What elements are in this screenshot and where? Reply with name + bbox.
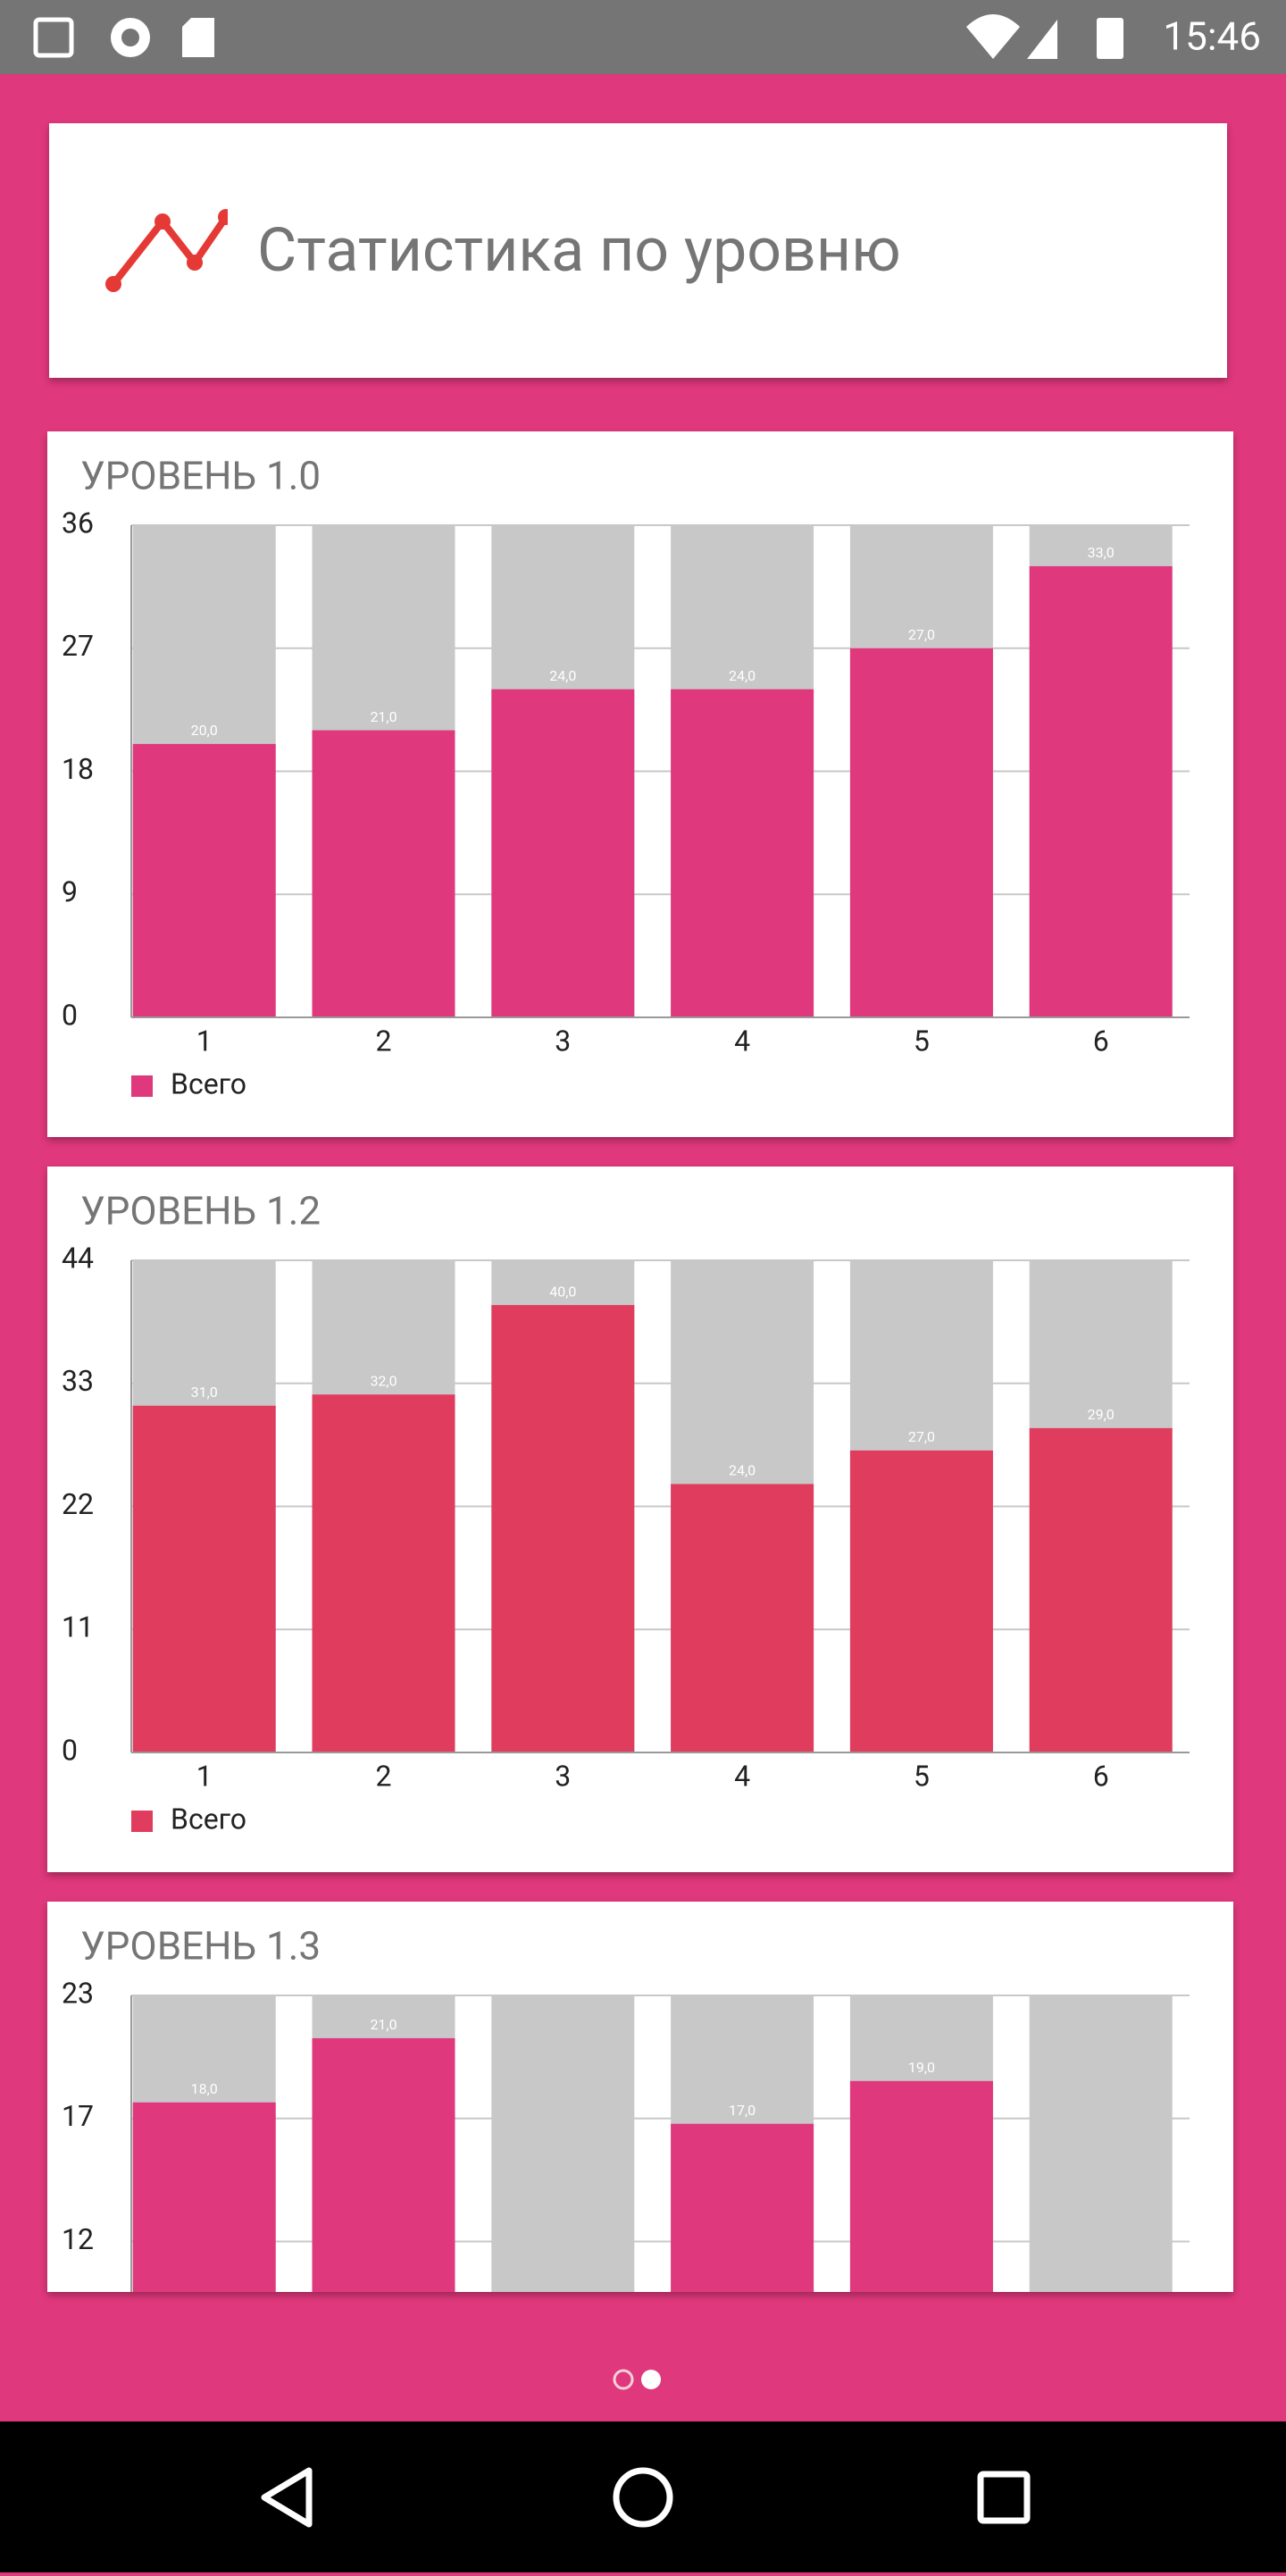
stats-icon-dot bbox=[105, 276, 121, 292]
stats-icon-dot bbox=[154, 213, 171, 230]
value-label: 18,0 bbox=[191, 2080, 218, 2097]
bar-background bbox=[1029, 1995, 1173, 2292]
x-tick-label: 1 bbox=[196, 1759, 213, 1793]
chart-card: УРОВЕНЬ 1.3 12 17 23 18,0 21,0 17,0 19,0 bbox=[47, 1902, 1233, 2292]
bar bbox=[312, 1394, 455, 1752]
value-label: 32,0 bbox=[370, 1372, 397, 1389]
y-tick-label: 22 bbox=[62, 1487, 94, 1521]
x-tick-label: 6 bbox=[1093, 1024, 1109, 1058]
status-icons: 15:46 bbox=[33, 13, 1261, 60]
chart-title: УРОВЕНЬ 1.2 bbox=[80, 1188, 321, 1234]
legend-swatch bbox=[131, 1075, 153, 1097]
header-card: Статистика по уровню bbox=[49, 123, 1227, 378]
page-indicator bbox=[613, 2369, 661, 2390]
bar bbox=[1029, 1427, 1173, 1752]
status-bar: 15:46 bbox=[0, 0, 1286, 74]
y-tick-label: 11 bbox=[62, 1610, 94, 1644]
stats-icon bbox=[105, 209, 228, 292]
value-label: 19,0 bbox=[908, 2059, 935, 2076]
wifi-icon bbox=[966, 14, 1020, 59]
bar bbox=[312, 730, 455, 1017]
bar bbox=[132, 2102, 276, 2292]
x-tick-label: 1 bbox=[196, 1024, 213, 1058]
chart: УРОВЕНЬ 1.0 0 9 18 27 36 1 20,0 2 21,0 3 24,0 4 24,0 5… bbox=[62, 453, 1190, 1100]
bar bbox=[849, 1450, 993, 1752]
bar-background bbox=[491, 1995, 635, 2292]
value-label: 24,0 bbox=[549, 667, 576, 684]
bar bbox=[491, 1305, 635, 1752]
chart: УРОВЕНЬ 1.3 12 17 23 18,0 21,0 17,0 19,0 bbox=[62, 1923, 1190, 2292]
record-icon-inner bbox=[121, 29, 139, 46]
notification-icon bbox=[33, 17, 74, 58]
x-tick-label: 2 bbox=[376, 1024, 392, 1058]
navigation-bar bbox=[0, 2421, 1286, 2572]
value-label: 40,0 bbox=[549, 1283, 576, 1300]
value-label: 31,0 bbox=[191, 1384, 218, 1401]
nav-buttons bbox=[261, 2467, 1031, 2528]
value-label: 21,0 bbox=[370, 708, 397, 725]
stats-icon-line bbox=[110, 214, 228, 287]
y-tick-label: 0 bbox=[62, 1733, 78, 1767]
bar bbox=[491, 689, 635, 1017]
signal-icon bbox=[1027, 20, 1057, 59]
y-tick-label: 9 bbox=[62, 875, 78, 909]
bar bbox=[671, 689, 814, 1017]
y-tick-label: 0 bbox=[62, 998, 78, 1032]
x-tick-label: 2 bbox=[376, 1759, 392, 1793]
value-label: 17,0 bbox=[729, 2102, 756, 2119]
chart-card: УРОВЕНЬ 1.0 0 9 18 27 36 1 20,0 2 21,0 3 24,0 4 24,0 5… bbox=[47, 431, 1233, 1137]
x-tick-label: 6 bbox=[1093, 1759, 1109, 1793]
y-tick-label: 23 bbox=[62, 1976, 94, 2010]
y-tick-label: 36 bbox=[62, 506, 94, 539]
bar bbox=[849, 648, 993, 1017]
bar bbox=[849, 2080, 993, 2292]
page-dot[interactable] bbox=[613, 2369, 634, 2390]
legend-label: Всего bbox=[171, 1802, 246, 1836]
x-tick-label: 5 bbox=[914, 1759, 930, 1793]
sd-icon bbox=[182, 18, 214, 57]
chart: УРОВЕНЬ 1.2 0 11 22 33 44 1 31,0 2 32,0 3 40,0 4 24,0… bbox=[62, 1188, 1190, 1836]
x-tick-label: 4 bbox=[734, 1024, 750, 1058]
back-button[interactable] bbox=[261, 2467, 313, 2528]
value-label: 29,0 bbox=[1088, 1406, 1115, 1423]
value-label: 27,0 bbox=[908, 1428, 935, 1445]
value-label: 27,0 bbox=[908, 626, 935, 643]
y-tick-label: 12 bbox=[62, 2222, 94, 2256]
stats-icon-dot bbox=[218, 209, 228, 225]
value-label: 24,0 bbox=[729, 667, 756, 684]
chart-title: УРОВЕНЬ 1.0 bbox=[80, 453, 321, 499]
bar bbox=[671, 1484, 814, 1752]
x-tick-label: 5 bbox=[914, 1024, 930, 1058]
x-tick-label: 3 bbox=[555, 1759, 571, 1793]
header-title: Статистика по уровню bbox=[257, 214, 901, 286]
y-tick-label: 33 bbox=[62, 1364, 94, 1398]
legend-label: Всего bbox=[171, 1066, 246, 1100]
stats-icon-dot bbox=[187, 255, 203, 271]
chart-card: УРОВЕНЬ 1.2 0 11 22 33 44 1 31,0 2 32,0 3 40,0 4 24,0… bbox=[47, 1167, 1233, 1872]
x-tick-label: 4 bbox=[734, 1759, 750, 1793]
legend-swatch bbox=[131, 1811, 153, 1832]
clock: 15:46 bbox=[1163, 13, 1261, 60]
home-button[interactable] bbox=[613, 2467, 673, 2528]
bar bbox=[132, 1405, 276, 1752]
value-label: 33,0 bbox=[1088, 544, 1115, 561]
recents-button[interactable] bbox=[977, 2471, 1031, 2524]
y-tick-label: 17 bbox=[62, 2099, 94, 2133]
y-tick-label: 27 bbox=[62, 629, 94, 663]
chart-title: УРОВЕНЬ 1.3 bbox=[80, 1923, 321, 1970]
bar bbox=[1029, 565, 1173, 1017]
bar bbox=[671, 2123, 814, 2292]
battery-icon bbox=[1097, 18, 1123, 59]
y-tick-label: 44 bbox=[62, 1241, 94, 1275]
bar bbox=[312, 2037, 455, 2292]
page-dot-active[interactable] bbox=[641, 2370, 661, 2389]
value-label: 24,0 bbox=[729, 1462, 756, 1479]
value-label: 20,0 bbox=[191, 722, 218, 739]
x-tick-label: 3 bbox=[555, 1024, 571, 1058]
value-label: 21,0 bbox=[370, 2016, 397, 2033]
y-tick-label: 18 bbox=[62, 752, 94, 786]
bar bbox=[132, 743, 276, 1017]
